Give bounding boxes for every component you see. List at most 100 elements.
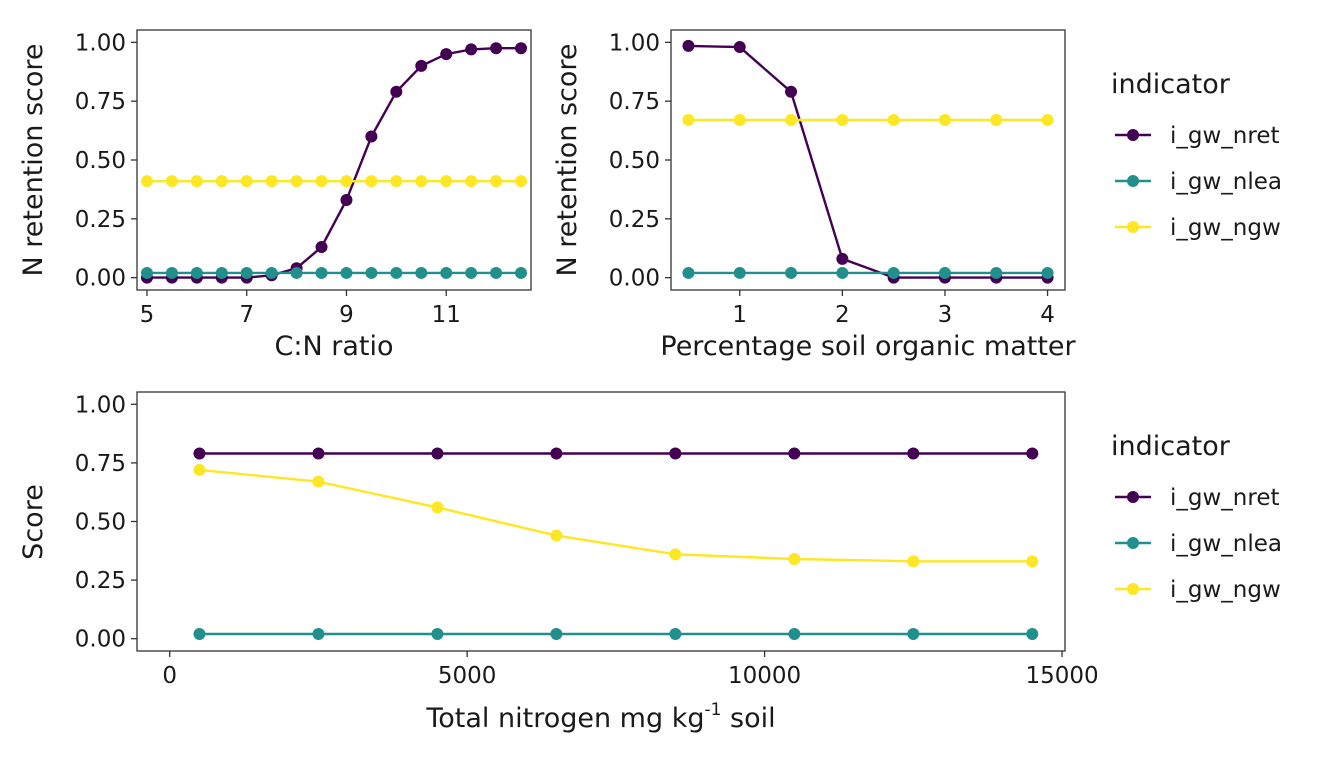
x-tick-label: 15000 [1025,663,1098,689]
data-point-i_gw_nlea [290,266,303,279]
legend-label: i_gw_nret [1170,123,1280,149]
data-point-i_gw_nlea [990,266,1003,279]
y-tick-label: 0.25 [75,568,126,594]
data-point-i_gw_ngw [415,175,428,188]
data-point-i_gw_nret [440,48,453,61]
data-point-i_gw_nlea [1041,266,1054,279]
data-point-i_gw_ngw [550,529,563,542]
data-point-i_gw_ngw [682,114,695,126]
data-point-i_gw_ngw [312,475,325,488]
legend-key-point [1127,491,1139,503]
data-point-i_gw_ngw [365,175,378,188]
data-point-i_gw_nret [415,59,428,72]
data-point-i_gw_ngw [290,175,303,188]
data-point-i_gw_nret [465,43,478,56]
chart-panel-2: 0.00 0.25 0.50 0.75 1.00 1 2 3 4 Percentage soil … [552,29,1077,362]
x-tick-label: 5000 [438,663,497,689]
legend-key-point [1127,537,1139,549]
data-point-i_gw_ngw [215,175,228,188]
data-point-i_gw_nlea [788,628,801,641]
data-point-i_gw_nret [315,241,328,254]
y-tick-label: 0.25 [75,207,126,233]
data-point-i_gw_nlea [140,266,153,279]
data-point-i_gw_nlea [431,628,444,641]
y-tick-label: 0.00 [75,627,126,653]
data-point-i_gw_nlea [465,266,478,279]
data-point-i_gw_nlea [415,266,428,279]
legend-key-point [1127,175,1139,187]
y-tick-label: 0.50 [75,510,126,536]
data-point-i_gw_ngw [733,114,746,126]
legend-label: i_gw_nlea [1170,531,1282,557]
data-point-i_gw_ngw [165,175,178,188]
data-point-i_gw_nlea [440,266,453,279]
data-point-i_gw_ngw [390,175,403,188]
data-point-i_gw_ngw [1026,555,1039,568]
legend-key-point [1127,583,1139,595]
data-point-i_gw_nret [733,41,746,54]
data-point-i_gw_ngw [907,555,920,568]
data-point-i_gw_ngw [190,175,203,188]
y-tick-label: 0.75 [609,89,660,115]
data-point-i_gw_nlea [836,266,849,279]
y-axis-title: Score [18,484,49,560]
x-tick-label: 5 [140,302,155,328]
y-tick-label: 0.00 [75,266,126,292]
data-point-i_gw_ngw [938,114,951,126]
chart-panel-1: 0.00 0.25 0.50 0.75 1.00 5 7 9 11 C:N ratio N rete… [18,29,532,362]
x-axis-title: C:N ratio [275,331,394,362]
data-point-i_gw_nret [312,447,325,460]
data-point-i_gw_nlea [193,628,206,641]
legend-1: indicator i_gw_nret i_gw_nlea i_gw_ngw [1111,69,1282,241]
series-line-i_gw_nret [688,44,1048,279]
y-tick-label: 0.75 [75,451,126,477]
data-point-i_gw_ngw [785,114,798,126]
data-point-i_gw_nret [365,130,378,143]
y-tick-label: 0.50 [75,148,126,174]
plot-area [136,391,1066,652]
data-point-i_gw_nret [431,447,444,460]
legend-2: indicator i_gw_nret i_gw_nlea i_gw_ngw [1111,431,1282,603]
data-point-i_gw_nlea [312,628,325,641]
data-point-i_gw_nret [490,42,503,55]
x-axis-title: Total nitrogen mg kg-1 soil [425,700,775,734]
data-point-i_gw_nret [515,42,528,55]
data-point-i_gw_nret [390,85,403,98]
x-tick-label: 1 [732,302,747,328]
y-tick-label: 0.25 [609,207,660,233]
data-point-i_gw_nret [669,447,682,460]
data-point-i_gw_ngw [193,463,206,476]
data-point-i_gw_nret [550,447,563,460]
legend-title: indicator [1111,431,1231,462]
plot-area [136,29,532,291]
x-tick-label: 3 [938,302,953,328]
legend-title: indicator [1111,69,1231,100]
y-axis-title: N retention score [552,43,583,276]
legend-label: i_gw_nret [1170,485,1280,511]
data-point-i_gw_ngw [490,175,503,188]
legend-label: i_gw_ngw [1170,577,1281,603]
data-point-i_gw_nlea [190,266,203,279]
data-point-i_gw_ngw [265,175,278,188]
data-point-i_gw_ngw [431,501,444,514]
data-point-i_gw_nlea [515,266,528,279]
data-point-i_gw_ngw [788,553,801,566]
data-point-i_gw_nlea [265,266,278,279]
y-tick-label: 1.00 [609,30,660,56]
y-tick-label: 0.75 [75,89,126,115]
data-point-i_gw_ngw [515,175,528,188]
data-point-i_gw_nlea [365,266,378,279]
data-point-i_gw_ngw [1041,114,1054,126]
data-point-i_gw_nlea [165,266,178,279]
legend-key-point [1127,129,1139,141]
legend-label: i_gw_ngw [1170,215,1281,241]
x-tick-label: 4 [1040,302,1055,328]
legend-key-point [1127,221,1139,233]
chart-panel-3: 0.00 0.25 0.50 0.75 1.00 0 5000 10000 15000 Total… [18,391,1099,734]
data-point-i_gw_nret [340,194,353,206]
y-tick-label: 1.00 [75,392,126,418]
series-line-i_gw_nret [147,47,521,279]
y-tick-label: 0.00 [609,266,660,292]
data-point-i_gw_nlea [887,266,900,279]
